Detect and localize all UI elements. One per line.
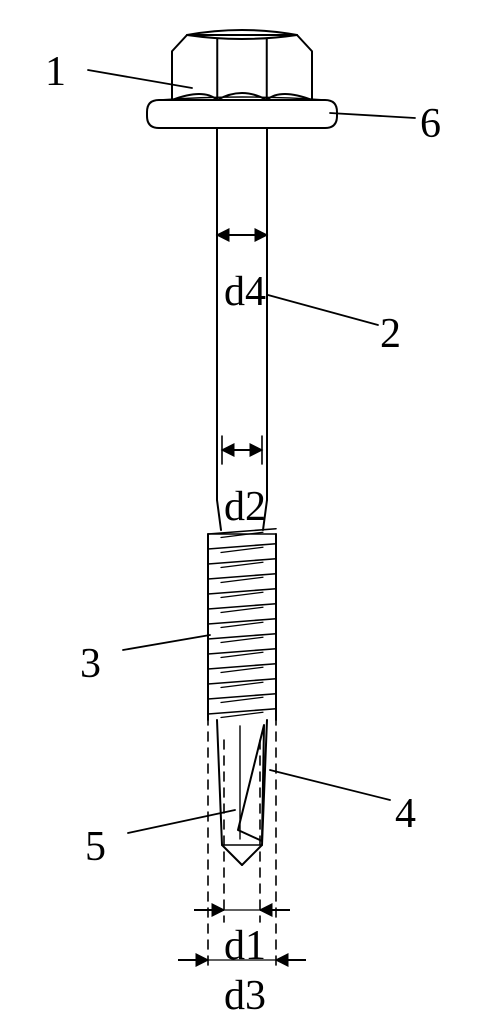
callout-5: 5	[85, 823, 106, 871]
dim-d1-label: d1	[224, 922, 266, 970]
callout-4: 4	[395, 790, 416, 838]
callout-1: 1	[45, 48, 66, 96]
dim-d3-label: d3	[224, 972, 266, 1020]
dim-d2-label: d2	[224, 483, 266, 531]
callout-6: 6	[420, 100, 441, 148]
callout-3: 3	[80, 640, 101, 688]
dim-d4-label: d4	[224, 268, 266, 316]
callout-2: 2	[380, 310, 401, 358]
